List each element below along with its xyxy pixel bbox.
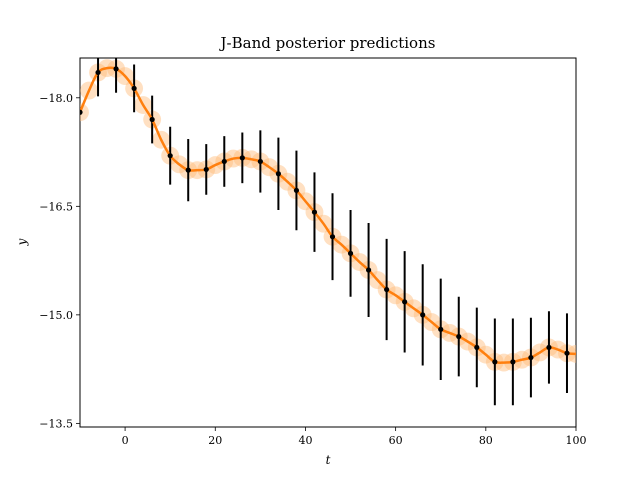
observation-point [564, 350, 570, 356]
x-tick-label: 40 [298, 434, 312, 447]
observation-point [456, 333, 462, 340]
y-tick-label: −13.5 [39, 417, 73, 430]
errorbar-group [97, 58, 568, 406]
observation-point [510, 359, 516, 365]
x-tick-label: 60 [389, 434, 403, 447]
observation-point [167, 153, 173, 159]
observation-point [149, 116, 155, 123]
observation-point [329, 234, 336, 240]
observation-point [113, 66, 119, 72]
observation-points [80, 66, 570, 365]
observation-point [546, 344, 552, 351]
observation-point [221, 158, 227, 165]
observation-point [80, 109, 83, 115]
observation-point [365, 267, 372, 273]
observation-point [95, 69, 101, 76]
plot-frame [79, 57, 577, 428]
observation-point [131, 85, 137, 91]
plot-area [79, 57, 577, 428]
observation-point [275, 171, 281, 177]
y-tick-label: −16.5 [39, 200, 73, 213]
uncertainty-band-group [80, 59, 576, 372]
observation-point [420, 312, 426, 318]
x-tick-label: 0 [122, 434, 129, 447]
y-tick-label: −15.0 [39, 309, 73, 322]
y-axis-label: y [15, 238, 29, 246]
observation-point [257, 158, 263, 165]
observation-point [402, 299, 408, 305]
observation-point [347, 250, 354, 256]
observation-point [293, 187, 300, 194]
observation-point [311, 209, 318, 215]
x-tick-label: 80 [479, 434, 493, 447]
x-axis-label: t [326, 453, 331, 467]
x-tick-label: 100 [566, 434, 587, 447]
observation-point [474, 344, 480, 351]
y-tick-label: −18.0 [39, 92, 73, 105]
observation-point [203, 166, 209, 173]
x-tick-label: 20 [208, 434, 222, 447]
x-axis: 0 20 40 60 80 100 [122, 427, 587, 447]
observation-point [384, 286, 390, 293]
observation-point [239, 155, 245, 161]
observation-point [528, 354, 534, 361]
observation-point [185, 167, 191, 173]
observation-point [438, 326, 444, 332]
chart-title: J-Band posterior predictions [219, 34, 436, 52]
y-axis: −18.0 −16.5 −15.0 −13.5 [39, 92, 80, 430]
observation-point [492, 359, 498, 365]
